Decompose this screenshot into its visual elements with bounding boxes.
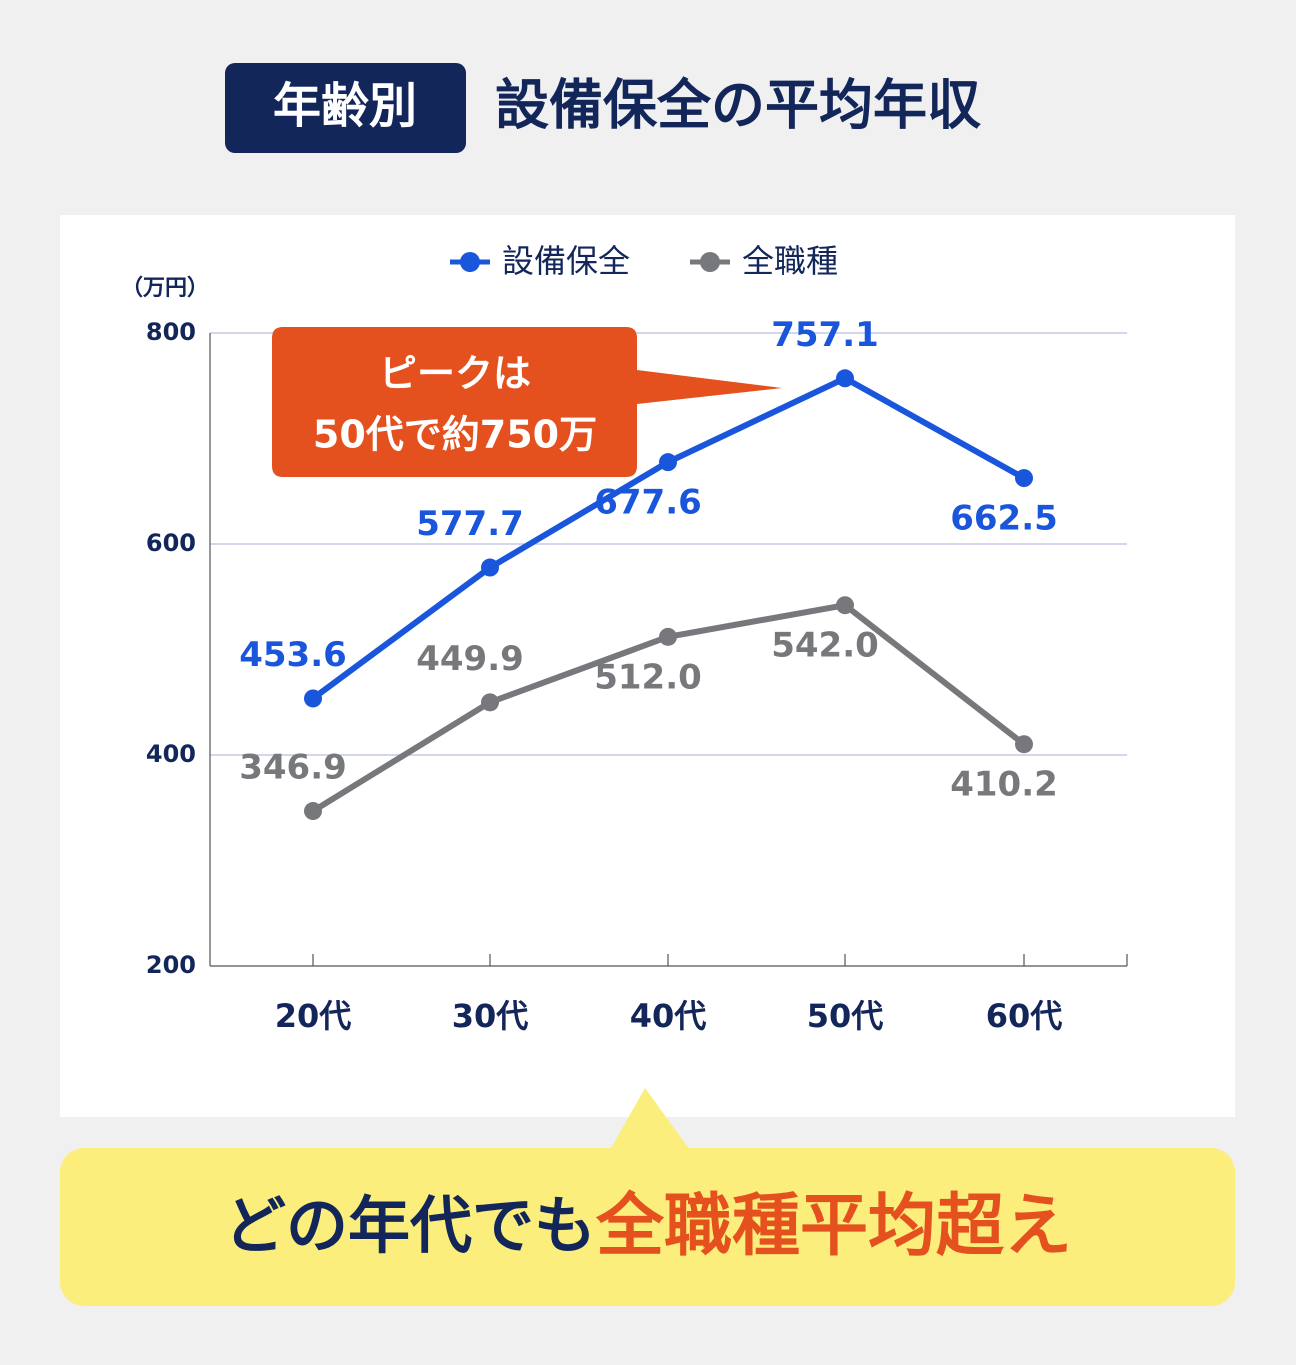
data-point	[304, 802, 322, 821]
data-label: 757.1	[771, 315, 879, 355]
x-tick-label: 60代	[986, 997, 1063, 1035]
footer-highlight: 全職種平均超え	[595, 1187, 1072, 1266]
footer-pointer	[610, 1088, 690, 1150]
data-label: 449.9	[416, 639, 524, 679]
y-tick-label: 800	[146, 318, 196, 346]
data-label: 453.6	[239, 635, 347, 675]
title-badge-box	[225, 63, 466, 153]
legend-label: 設備保全	[502, 242, 630, 280]
data-point	[659, 453, 677, 472]
title-badge: 年齢別	[273, 78, 417, 134]
x-tick-label: 20代	[275, 997, 352, 1035]
data-point	[659, 627, 677, 646]
data-label: 512.0	[594, 657, 702, 697]
x-tick-label: 30代	[452, 997, 529, 1035]
footer-part: どの年代でも	[224, 1189, 596, 1262]
data-point	[1015, 469, 1033, 488]
callout-line: 50代で約750万	[313, 413, 597, 457]
data-label: 662.5	[950, 499, 1058, 539]
y-tick-label: 600	[146, 529, 196, 557]
data-point	[1015, 735, 1033, 754]
x-tick-label: 50代	[807, 997, 884, 1035]
footer-box	[60, 1148, 1235, 1306]
x-tick-label: 40代	[630, 997, 707, 1035]
data-label: 346.9	[239, 748, 347, 788]
callout-line: ピークは	[379, 352, 531, 396]
chart-title: 設備保全の平均年収	[495, 74, 981, 137]
data-point	[836, 596, 854, 615]
y-axis-label: （万円）	[121, 276, 209, 301]
data-point	[304, 689, 322, 708]
data-label: 577.7	[416, 504, 524, 544]
callout	[272, 327, 782, 477]
footer-text: どの年代でも全職種平均超え	[224, 1187, 1072, 1266]
legend-label: 全職種	[742, 242, 838, 280]
plot: 200 400 600 800 20代 30代 40代 50代 60代 設備保全 全職種 453.6 5…	[146, 242, 1128, 1035]
data-label: 410.2	[950, 765, 1058, 805]
legend-marker	[460, 252, 480, 272]
data-label: 677.6	[594, 483, 702, 523]
data-point	[481, 693, 499, 712]
legend-marker	[700, 252, 720, 272]
chart-panel	[60, 215, 1235, 1117]
data-point	[836, 369, 854, 388]
data-label: 542.0	[771, 626, 879, 666]
y-tick-label: 200	[146, 951, 196, 979]
data-point	[481, 558, 499, 577]
y-tick-label: 400	[146, 740, 196, 768]
